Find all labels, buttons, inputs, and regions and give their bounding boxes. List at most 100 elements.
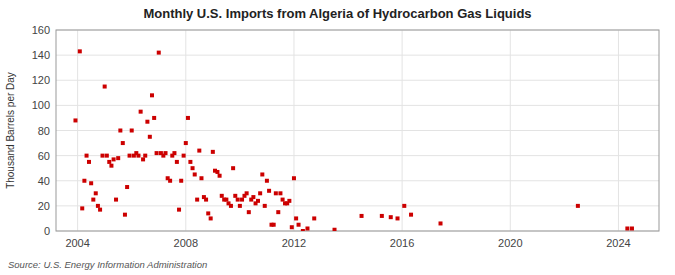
point [224,198,228,202]
point [265,179,269,183]
point [186,116,190,120]
x-tick-label: 2016 [390,237,414,249]
point [204,198,208,202]
point [229,204,233,208]
y-axis-label: Thousand Barrels per Day [5,72,16,189]
point [301,229,305,231]
point [251,195,255,199]
point [179,179,183,183]
point [278,191,282,195]
grid-line [185,30,186,231]
y-tick-label: 20 [38,200,50,212]
point [191,166,195,170]
point [112,157,116,161]
point [188,160,192,164]
point [236,198,240,202]
point [247,210,251,214]
point [630,226,634,230]
point [121,141,125,145]
point [396,216,400,220]
point [168,179,172,183]
grid-line [56,80,659,81]
x-tick-label: 2008 [174,237,198,249]
axes: 0204060801001201401602004200820122016202… [32,24,659,249]
grid-line [56,205,659,206]
point [98,208,102,212]
point [150,93,154,97]
point [152,116,156,120]
point [109,164,113,168]
grid-line [56,130,659,131]
y-tick-label: 160 [32,24,50,36]
point [267,189,271,193]
point [272,223,276,227]
point [103,85,107,89]
point [107,160,111,164]
point [82,179,86,183]
point [141,157,145,161]
point [238,204,242,208]
grid-line [56,55,659,56]
point [380,214,384,218]
point [164,151,168,155]
point [177,208,181,212]
point [233,194,237,198]
point [256,199,260,203]
point [218,174,222,178]
points [73,49,633,231]
y-tick-label: 80 [38,125,50,137]
point [409,213,413,217]
grid-line [402,30,403,231]
y-tick-label: 100 [32,99,50,111]
point [240,198,244,202]
point [123,213,127,217]
point [260,172,264,176]
grid-line [77,30,78,231]
point [245,191,249,195]
point [209,216,213,220]
point [172,151,176,155]
point [305,226,309,230]
point [402,204,406,208]
point [78,49,82,53]
x-tick-label: 2004 [65,237,89,249]
point [389,215,393,219]
grid-line [618,30,619,231]
y-tick-label: 120 [32,74,50,86]
y-tick-label: 60 [38,150,50,162]
grid-line [293,30,294,231]
point [625,226,629,230]
chart: 0204060801001201401602004200820122016202… [0,0,675,275]
point [281,198,285,202]
point [182,154,186,158]
point [73,118,77,122]
point [576,204,580,208]
point [116,156,120,160]
plot-area [56,30,659,231]
point [215,170,219,174]
point [333,228,337,231]
y-tick-label: 140 [32,49,50,61]
point [94,191,98,195]
point [184,141,188,145]
source-note: Source: U.S. Energy Information Administ… [8,259,207,270]
point [91,198,95,202]
point [312,216,316,220]
grid [56,30,659,231]
point [101,154,105,158]
point [143,154,147,158]
x-tick-label: 2024 [606,237,630,249]
point [175,160,179,164]
point [220,194,224,198]
y-tick-label: 40 [38,175,50,187]
title: Monthly U.S. Imports from Algeria of Hyd… [143,6,531,21]
point [118,129,122,133]
point [199,176,203,180]
point [157,51,161,55]
x-tick-label: 2020 [498,237,522,249]
point [439,221,443,225]
point [195,198,199,202]
plot-frame [56,30,659,231]
point [130,129,134,133]
x-tick-label: 2012 [282,237,306,249]
